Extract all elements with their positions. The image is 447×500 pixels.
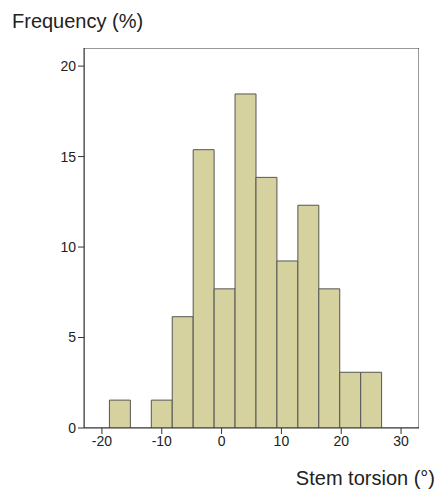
svg-text:0: 0: [68, 420, 76, 436]
svg-text:15: 15: [60, 149, 76, 165]
svg-text:20: 20: [60, 58, 76, 74]
html-text:Stem torsion (°): Stem torsion (°): [295, 467, 435, 489]
svg-text:-20: -20: [92, 433, 112, 449]
svg-text:0: 0: [218, 433, 226, 449]
svg-text:30: 30: [393, 433, 409, 449]
svg-text:5: 5: [68, 329, 76, 345]
svg-text:10: 10: [60, 239, 76, 255]
svg-text:-10: -10: [152, 433, 172, 449]
svg-text:20: 20: [333, 433, 349, 449]
html-text:Frequency (%): Frequency (%): [12, 10, 144, 32]
svg-text:10: 10: [274, 433, 290, 449]
